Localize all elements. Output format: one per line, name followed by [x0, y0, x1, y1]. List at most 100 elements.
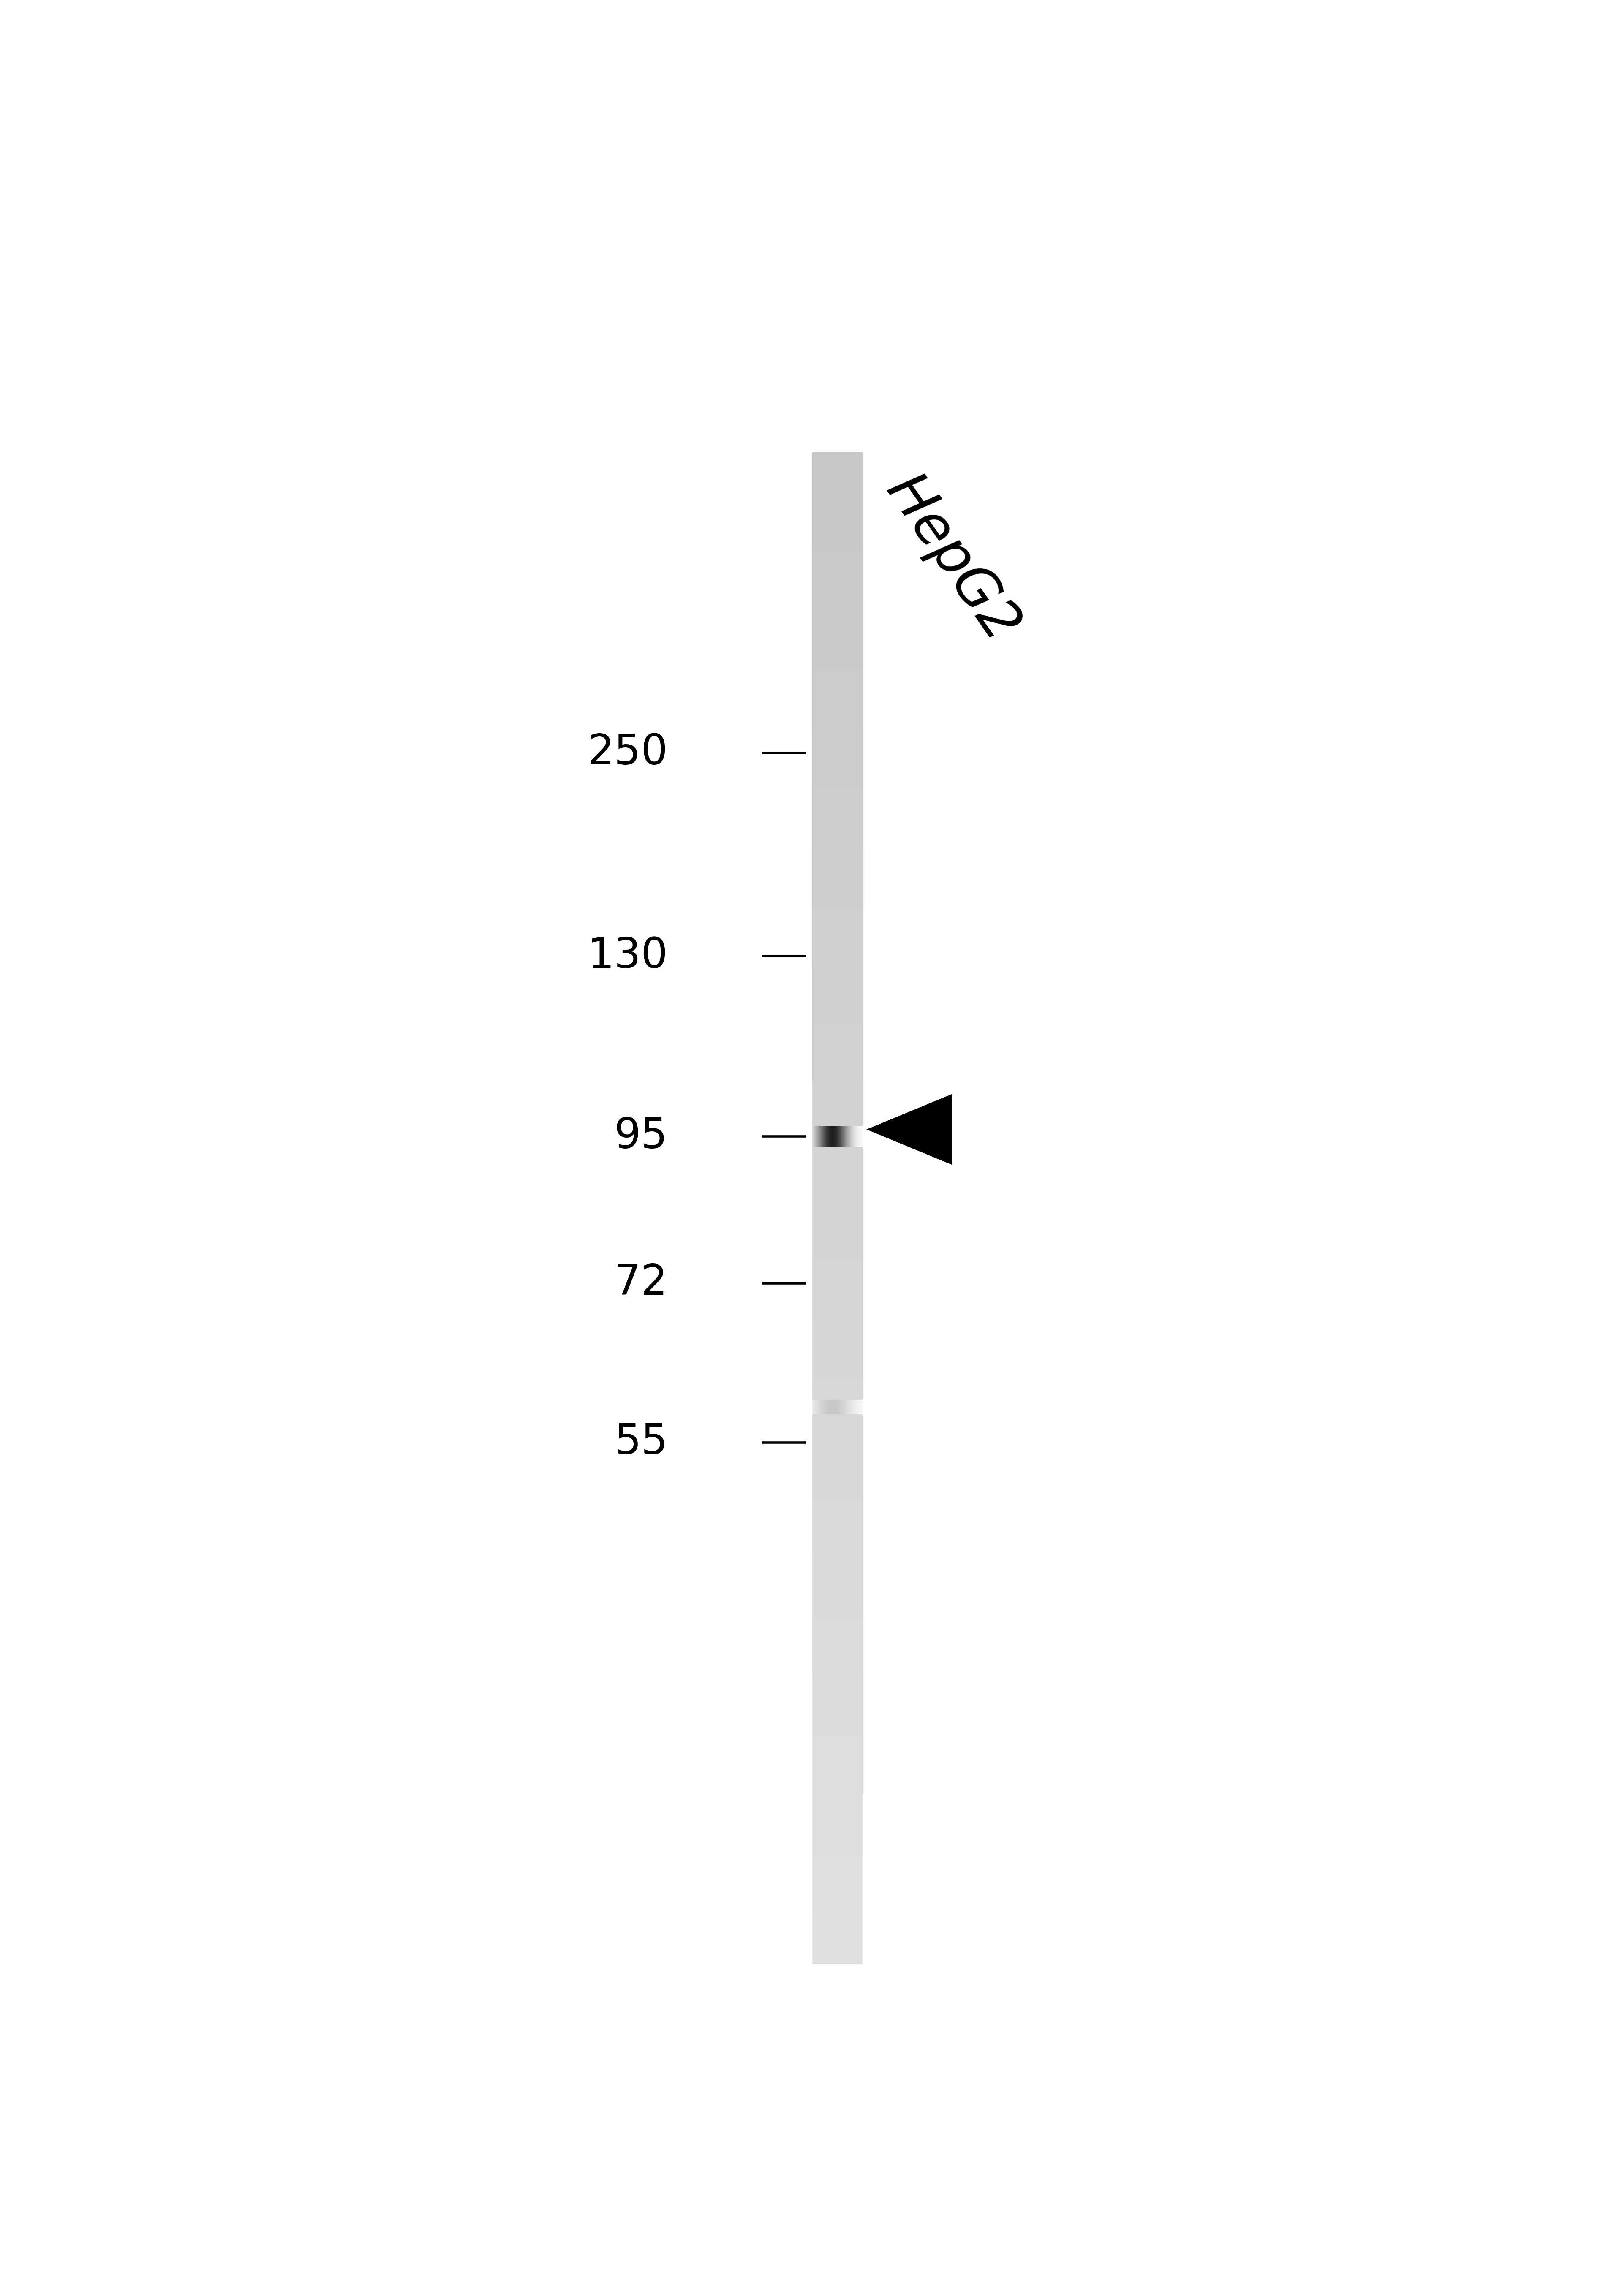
Bar: [813, 1598, 863, 1600]
Bar: [813, 1605, 863, 1607]
Bar: [813, 1035, 863, 1038]
Bar: [813, 1614, 863, 1616]
Bar: [813, 1511, 863, 1513]
Bar: [813, 1671, 863, 1674]
Bar: [813, 1600, 863, 1605]
Bar: [813, 1401, 863, 1405]
Bar: [813, 856, 863, 861]
Bar: [813, 1437, 863, 1442]
Bar: [813, 604, 863, 606]
Bar: [813, 484, 863, 489]
Bar: [813, 742, 863, 746]
Bar: [813, 1157, 863, 1159]
Bar: [813, 1003, 863, 1006]
Bar: [813, 872, 863, 875]
Bar: [813, 707, 863, 709]
Bar: [813, 1821, 863, 1825]
Bar: [813, 928, 863, 930]
Bar: [813, 1816, 863, 1818]
Bar: [813, 1357, 863, 1359]
Bar: [813, 1805, 863, 1807]
Bar: [813, 1644, 863, 1646]
Bar: [813, 1936, 863, 1940]
Bar: [813, 1095, 863, 1100]
Bar: [813, 893, 863, 898]
Bar: [813, 464, 863, 468]
Bar: [813, 1952, 863, 1954]
Bar: [813, 1697, 863, 1701]
Bar: [813, 1550, 863, 1552]
Bar: [813, 1711, 863, 1713]
Bar: [813, 491, 863, 494]
Bar: [813, 1626, 863, 1628]
Bar: [813, 1318, 863, 1320]
Bar: [813, 1499, 863, 1502]
Bar: [813, 510, 863, 512]
Bar: [813, 1961, 863, 1963]
Bar: [813, 994, 863, 996]
Bar: [813, 1343, 863, 1348]
Bar: [813, 999, 863, 1003]
Bar: [813, 1322, 863, 1327]
Bar: [813, 1855, 863, 1857]
Bar: [813, 971, 863, 976]
Bar: [813, 1720, 863, 1722]
Bar: [813, 1639, 863, 1644]
Bar: [813, 1694, 863, 1697]
Bar: [813, 1887, 863, 1892]
Bar: [813, 1038, 863, 1042]
Bar: [813, 797, 863, 799]
Bar: [813, 1176, 863, 1178]
Bar: [813, 700, 863, 703]
Bar: [813, 1226, 863, 1228]
Bar: [813, 1502, 863, 1504]
Bar: [813, 1210, 863, 1215]
Bar: [813, 1290, 863, 1293]
Bar: [813, 1692, 863, 1694]
Bar: [813, 758, 863, 760]
Bar: [813, 1800, 863, 1805]
Bar: [813, 1247, 863, 1251]
Bar: [813, 1596, 863, 1598]
Bar: [813, 1102, 863, 1104]
Bar: [813, 930, 863, 932]
Bar: [813, 1919, 863, 1922]
Bar: [813, 1219, 863, 1224]
Bar: [813, 643, 863, 645]
Bar: [813, 813, 863, 815]
Bar: [813, 1864, 863, 1867]
Bar: [813, 1632, 863, 1635]
Bar: [813, 670, 863, 673]
Bar: [813, 822, 863, 824]
Bar: [813, 618, 863, 622]
Bar: [813, 574, 863, 576]
Bar: [813, 1384, 863, 1387]
Bar: [813, 654, 863, 659]
Bar: [813, 1913, 863, 1915]
Bar: [813, 1577, 863, 1580]
Bar: [813, 1835, 863, 1837]
Bar: [813, 1199, 863, 1203]
Bar: [813, 503, 863, 507]
Bar: [813, 537, 863, 540]
Bar: [813, 613, 863, 615]
Bar: [813, 602, 863, 604]
Bar: [813, 1169, 863, 1171]
Bar: [813, 1906, 863, 1910]
Bar: [813, 1238, 863, 1242]
Bar: [813, 636, 863, 641]
Bar: [813, 1302, 863, 1304]
Bar: [813, 1637, 863, 1639]
Bar: [813, 576, 863, 579]
Bar: [813, 1874, 863, 1876]
Bar: [813, 1261, 863, 1263]
Bar: [813, 546, 863, 549]
Bar: [813, 1153, 863, 1157]
Bar: [813, 1442, 863, 1444]
Bar: [813, 664, 863, 666]
Bar: [813, 1770, 863, 1773]
Bar: [813, 1217, 863, 1219]
Bar: [813, 1327, 863, 1329]
Bar: [813, 1008, 863, 1013]
Bar: [813, 1118, 863, 1120]
